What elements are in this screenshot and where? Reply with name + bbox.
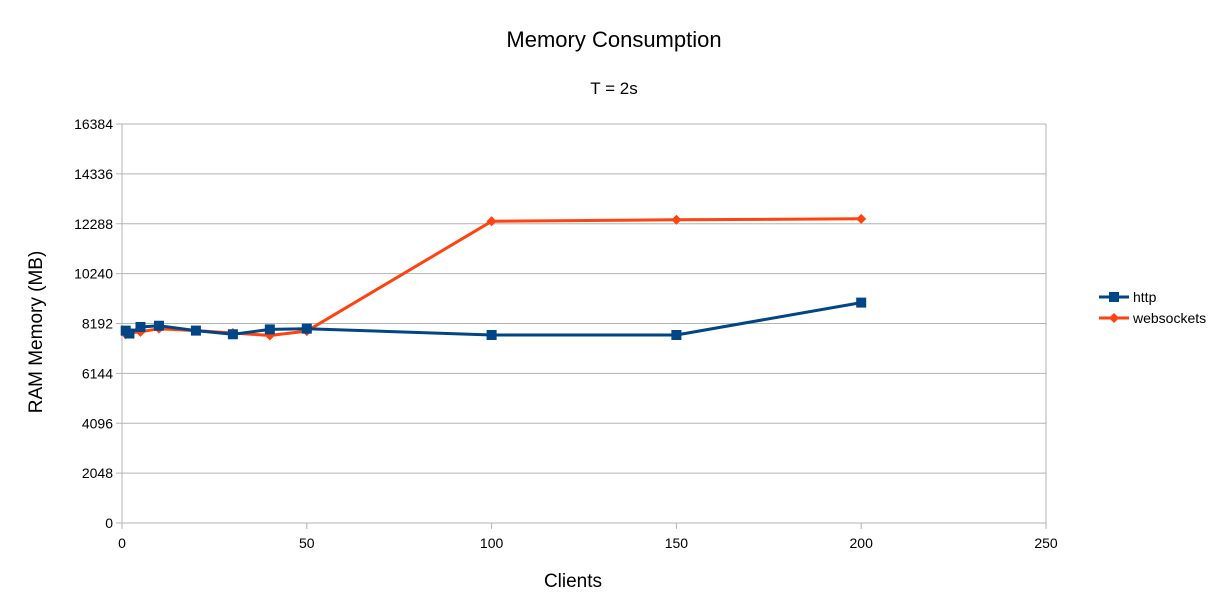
series-group	[120, 213, 867, 341]
legend: http websockets	[1099, 289, 1206, 326]
y-tick-label: 4096	[82, 415, 113, 431]
axes	[116, 123, 1047, 529]
series-websockets-line	[125, 217, 862, 337]
series-websockets-point	[671, 214, 682, 225]
y-tick-label: 10240	[74, 266, 113, 282]
grid-lines	[122, 123, 1046, 524]
x-axis-label: Clients	[544, 571, 602, 592]
legend-label: http	[1133, 289, 1157, 305]
series-http-point	[153, 320, 164, 331]
x-tick-label: 200	[850, 535, 874, 551]
series-http-point	[301, 323, 312, 334]
y-tick-label: 0	[105, 515, 113, 531]
chart-subtitle: T = 2s	[590, 79, 637, 98]
x-tick-labels: 0 50 100 150 200 250	[118, 535, 1058, 551]
series-http-point	[486, 329, 497, 340]
x-tick-label: 250	[1034, 535, 1058, 551]
series-http-point	[264, 324, 275, 335]
legend-websockets-point	[1109, 313, 1119, 323]
y-tick-label: 2048	[82, 465, 113, 481]
series-http-point	[856, 297, 867, 308]
y-tick-label: 6144	[82, 365, 113, 381]
series-http	[120, 297, 867, 340]
series-http-point	[227, 329, 238, 340]
series-websockets-point	[486, 216, 497, 227]
series-websockets-point	[856, 213, 867, 224]
series-http-point	[124, 328, 135, 339]
series-http-point	[135, 321, 146, 332]
x-tick-label: 150	[665, 535, 689, 551]
legend-label: websockets	[1132, 310, 1206, 326]
y-axis-label: RAM Memory (MB)	[26, 251, 47, 414]
y-tick-label: 16384	[74, 116, 113, 132]
y-tick-label: 8192	[82, 316, 113, 332]
series-http-point	[671, 329, 682, 340]
y-tick-label: 12288	[74, 216, 113, 232]
series-http-point	[190, 325, 201, 336]
legend-item-websockets: websockets	[1099, 310, 1206, 326]
x-tick-label: 50	[299, 535, 315, 551]
y-tick-label: 14336	[74, 166, 113, 182]
legend-http-point	[1109, 292, 1119, 302]
legend-item-http: http	[1099, 289, 1157, 305]
x-tick-label: 100	[480, 535, 504, 551]
chart-title: Memory Consumption	[506, 27, 721, 52]
x-tick-label: 0	[118, 535, 126, 551]
y-tick-labels: 0 2048 4096 6144 8192 10240 12288 14336 16384	[74, 116, 113, 531]
